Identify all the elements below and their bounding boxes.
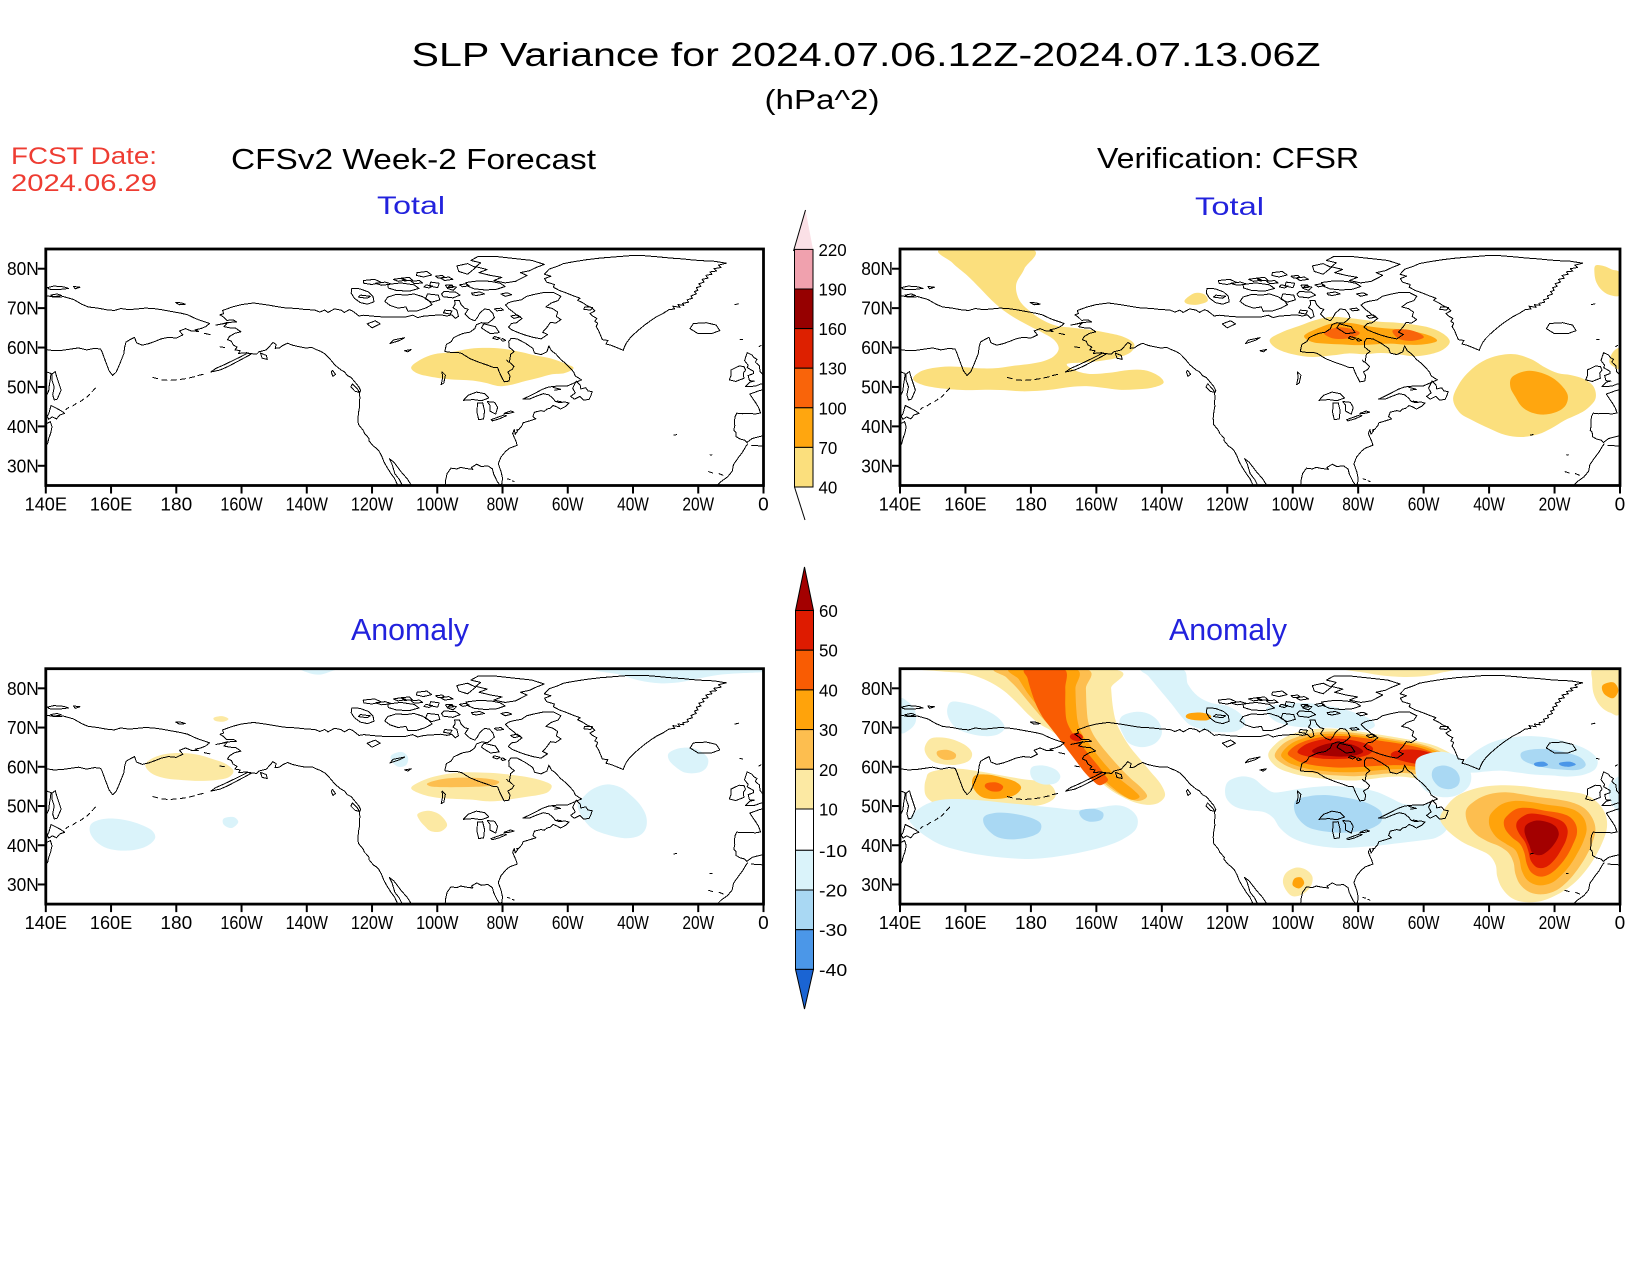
svg-text:120W: 120W [1206, 494, 1249, 515]
svg-text:40W: 40W [1473, 494, 1505, 515]
svg-text:SLP Variance for 2024.07.06.12: SLP Variance for 2024.07.06.12Z-2024.07.… [412, 36, 1321, 73]
svg-text:FCST Date:: FCST Date: [11, 143, 157, 170]
svg-text:20: 20 [819, 760, 838, 780]
svg-text:160E: 160E [944, 494, 986, 515]
svg-text:140E: 140E [879, 912, 921, 933]
svg-text:60N: 60N [7, 756, 39, 777]
svg-text:60W: 60W [1408, 494, 1440, 515]
svg-text:100W: 100W [416, 494, 459, 515]
svg-text:180: 180 [160, 912, 192, 933]
svg-text:40N: 40N [861, 416, 893, 437]
svg-text:140E: 140E [25, 494, 67, 515]
svg-text:80W: 80W [487, 494, 519, 515]
svg-text:60N: 60N [861, 756, 893, 777]
svg-text:80N: 80N [861, 678, 893, 699]
svg-text:50N: 50N [861, 376, 893, 397]
svg-text:40: 40 [819, 680, 838, 700]
svg-text:70N: 70N [861, 717, 893, 738]
svg-text:0: 0 [1615, 494, 1626, 515]
svg-text:50N: 50N [7, 796, 39, 817]
svg-text:140E: 140E [25, 912, 67, 933]
svg-text:60W: 60W [1408, 912, 1440, 933]
svg-text:160E: 160E [90, 912, 132, 933]
svg-text:0: 0 [758, 494, 769, 515]
svg-text:50N: 50N [7, 376, 39, 397]
svg-text:80N: 80N [7, 678, 39, 699]
svg-text:100: 100 [819, 398, 847, 418]
svg-text:60N: 60N [7, 337, 39, 358]
svg-text:-40: -40 [819, 960, 847, 980]
svg-text:70N: 70N [7, 298, 39, 319]
svg-text:70: 70 [819, 438, 838, 458]
svg-text:140W: 140W [1141, 494, 1184, 515]
svg-text:80W: 80W [1342, 494, 1374, 515]
svg-text:100W: 100W [1272, 912, 1315, 933]
svg-text:20W: 20W [682, 494, 714, 515]
svg-text:50: 50 [819, 641, 838, 661]
svg-text:30N: 30N [861, 455, 893, 476]
svg-text:220: 220 [819, 240, 847, 260]
svg-text:60W: 60W [552, 494, 584, 515]
svg-text:40W: 40W [1473, 912, 1505, 933]
svg-text:140W: 140W [286, 494, 329, 515]
svg-text:Total: Total [1195, 193, 1264, 221]
svg-text:(hPa^2): (hPa^2) [765, 84, 880, 115]
svg-text:Anomaly: Anomaly [351, 612, 469, 647]
svg-text:140E: 140E [879, 494, 921, 515]
svg-text:180: 180 [1015, 912, 1047, 933]
svg-text:40: 40 [819, 478, 838, 498]
svg-text:Anomaly: Anomaly [1169, 612, 1287, 647]
svg-text:-20: -20 [819, 881, 847, 901]
svg-text:180: 180 [1015, 494, 1047, 515]
svg-text:-30: -30 [819, 920, 847, 940]
svg-text:80W: 80W [1342, 912, 1374, 933]
svg-text:2024.06.29: 2024.06.29 [11, 170, 157, 197]
svg-text:60W: 60W [552, 912, 584, 933]
svg-text:40W: 40W [617, 494, 649, 515]
svg-text:50N: 50N [861, 796, 893, 817]
svg-text:40N: 40N [861, 835, 893, 856]
svg-text:100W: 100W [416, 912, 459, 933]
svg-text:130: 130 [819, 359, 847, 379]
svg-text:140W: 140W [1141, 912, 1184, 933]
svg-text:80N: 80N [861, 258, 893, 279]
svg-text:160W: 160W [1075, 912, 1118, 933]
svg-text:30N: 30N [7, 455, 39, 476]
svg-text:30N: 30N [7, 874, 39, 895]
svg-text:60: 60 [819, 601, 838, 621]
svg-text:40W: 40W [617, 912, 649, 933]
svg-text:80W: 80W [487, 912, 519, 933]
svg-text:160W: 160W [1075, 494, 1118, 515]
svg-text:160W: 160W [220, 912, 263, 933]
svg-text:120W: 120W [351, 494, 394, 515]
svg-text:180: 180 [160, 494, 192, 515]
svg-text:190: 190 [819, 280, 847, 300]
svg-text:20W: 20W [1539, 494, 1571, 515]
svg-text:60N: 60N [861, 337, 893, 358]
svg-text:-10: -10 [819, 841, 847, 861]
svg-text:120W: 120W [351, 912, 394, 933]
svg-text:160E: 160E [90, 494, 132, 515]
svg-text:0: 0 [758, 912, 769, 933]
svg-text:40N: 40N [7, 416, 39, 437]
svg-text:20W: 20W [682, 912, 714, 933]
svg-text:30N: 30N [861, 874, 893, 895]
svg-text:40N: 40N [7, 835, 39, 856]
svg-text:100W: 100W [1272, 494, 1315, 515]
svg-text:0: 0 [1615, 912, 1626, 933]
svg-text:20W: 20W [1539, 912, 1571, 933]
svg-text:160E: 160E [944, 912, 986, 933]
svg-text:70N: 70N [7, 717, 39, 738]
svg-text:160W: 160W [220, 494, 263, 515]
svg-text:80N: 80N [7, 258, 39, 279]
svg-text:30: 30 [819, 720, 838, 740]
svg-text:10: 10 [819, 800, 838, 820]
svg-text:70N: 70N [861, 298, 893, 319]
svg-text:120W: 120W [1206, 912, 1249, 933]
svg-text:Verification: CFSR: Verification: CFSR [1097, 143, 1359, 175]
svg-text:160: 160 [819, 319, 847, 339]
svg-text:Total: Total [377, 192, 445, 220]
svg-text:140W: 140W [286, 912, 329, 933]
svg-text:CFSv2 Week-2 Forecast: CFSv2 Week-2 Forecast [231, 144, 596, 176]
